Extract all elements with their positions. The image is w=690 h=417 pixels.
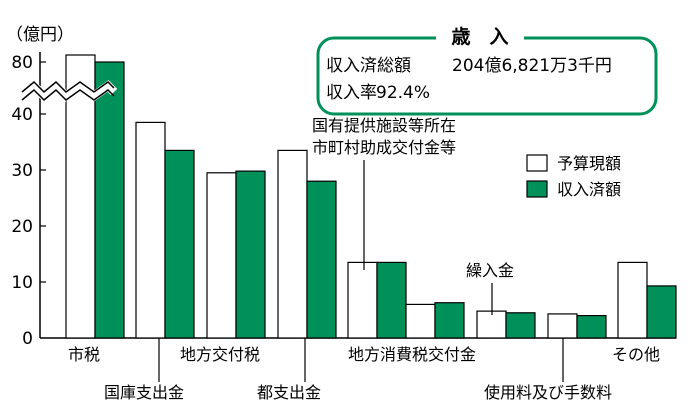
axis-break-line-top (21, 80, 115, 94)
bar-received-8 (646, 285, 677, 339)
y-tick-label: 40 (11, 105, 33, 125)
axis-break-mark (19, 79, 118, 103)
legend-swatch-received (526, 180, 548, 198)
category-label-6: 地方消費税交付金 (348, 345, 476, 364)
bar-received-7 (576, 315, 607, 339)
bar-received-6 (505, 312, 536, 339)
bar-received-1 (164, 149, 195, 339)
bar-received-5 (434, 302, 465, 339)
category-label-2: 地方交付税 (180, 345, 260, 364)
bar-budget-1 (135, 121, 166, 339)
category-label-4: 国有提供施設等所在 (312, 116, 456, 135)
category-label-3: 都支出金 (257, 383, 321, 402)
axis-break-line-bottom (21, 88, 115, 102)
category-label-5: 市町村助成交付金等 (312, 138, 456, 157)
y-tick-label: 30 (11, 161, 33, 181)
y-unit-label: （億円） (6, 25, 74, 45)
y-tick-label: 0 (22, 329, 33, 349)
legend-swatch-budget (526, 154, 548, 172)
category-label-1: 国庫支出金 (104, 383, 184, 402)
legend: 予算現額 収入済額 (526, 154, 621, 199)
summary-total-value: 204億6,821万3千円 (452, 56, 612, 76)
category-label-0: 市税 (68, 345, 100, 364)
y-ticks: 0 10 20 30 40 80 (11, 53, 46, 349)
legend-label-received: 収入済額 (557, 180, 621, 199)
bar-budget-3 (277, 149, 308, 339)
summary-rate-value: 92.4% (376, 83, 430, 103)
legend-label-budget: 予算現額 (557, 154, 621, 173)
bar-budget-6 (476, 310, 507, 339)
y-tick-label: 80 (11, 53, 33, 73)
category-label-8: 使用料及び手数料 (484, 383, 612, 402)
axis-break-gap (19, 79, 118, 103)
summary-title-bg (436, 24, 524, 50)
summary-total-label: 収入済総額 (326, 56, 411, 76)
bar-budget-7 (547, 313, 578, 339)
bar-received-0 (94, 61, 125, 339)
bar-budget-8 (617, 261, 648, 339)
bar-received-3 (306, 180, 337, 339)
category-label-9: その他 (612, 345, 660, 364)
bar-received-4 (376, 261, 407, 339)
bar-budget-5 (405, 303, 436, 339)
bar-budget-2 (206, 172, 237, 339)
y-tick-label: 20 (11, 217, 33, 237)
bar-budget-0 (65, 54, 96, 339)
summary-box: 歳 入 収入済総額 204億6,821万3千円 収入率 92.4% (316, 24, 658, 116)
summary-title: 歳 入 (451, 26, 508, 48)
category-label-7: 繰入金 (466, 261, 514, 280)
bar-received-2 (235, 170, 266, 339)
y-tick-label: 10 (11, 273, 33, 293)
bars (65, 54, 677, 339)
summary-rate-label: 収入率 (326, 83, 377, 103)
bar-budget-4 (347, 261, 378, 339)
